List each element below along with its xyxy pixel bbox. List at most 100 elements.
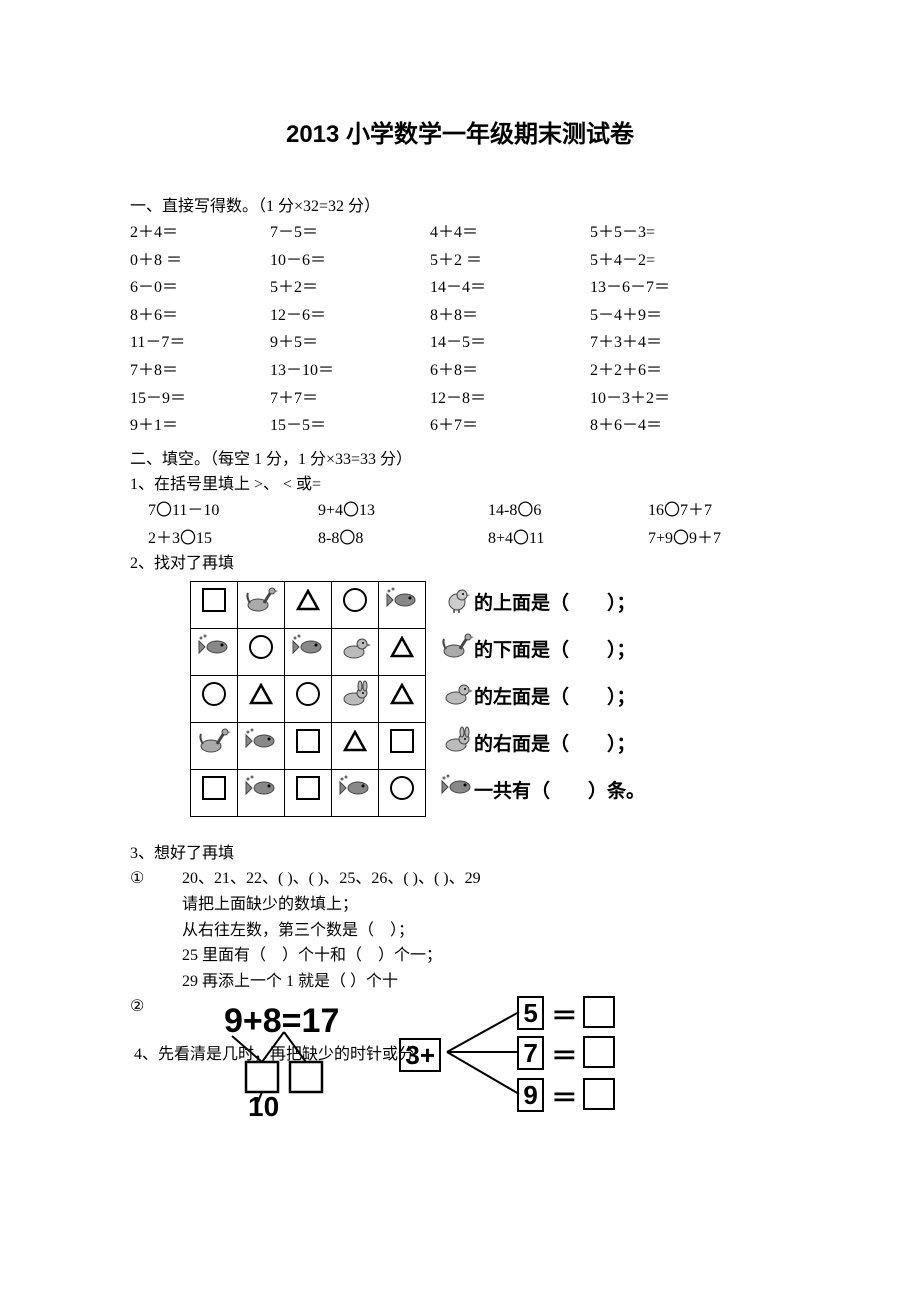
q2-statement: 的右面是（ ）； — [440, 722, 645, 769]
compare-grid: 7〇11－109+4〇1314-8〇616〇7＋72＋3〇158-8〇88+4〇… — [148, 498, 790, 551]
arith-cell: 6－0＝ — [130, 275, 270, 301]
grid-cell-square — [191, 581, 238, 628]
arith-cell: 5＋2＝ — [270, 275, 430, 301]
grid-cell-fish — [379, 581, 426, 628]
fish-icon — [440, 772, 474, 812]
q2-statement: 的上面是（ ）； — [440, 581, 645, 628]
grid-cell-circle — [285, 675, 332, 722]
arith-cell: 14－4＝ — [430, 275, 590, 301]
section1-heading: 一、直接写得数。（1 分×32=32 分） — [130, 194, 790, 220]
q3-1-label: ① — [130, 866, 150, 892]
chick-icon — [440, 585, 474, 623]
arith-cell: 6＋7＝ — [430, 413, 590, 439]
arith-cell: 7＋7＝ — [270, 386, 430, 412]
arith-cell: 10－6＝ — [270, 248, 430, 274]
grid-cell-square — [379, 722, 426, 769]
arith-cell: 0＋8 ＝ — [130, 248, 270, 274]
q2-statement-text: 的上面是（ ）； — [474, 589, 636, 619]
grid-cell-fish — [238, 769, 285, 816]
q3-heading: 3、想好了再填 — [130, 841, 790, 867]
q2-statement: 一共有（ ）条。 — [440, 769, 645, 816]
arith-cell: 13－6－7＝ — [590, 275, 750, 301]
grid-cell-goose — [191, 722, 238, 769]
grid-cell-triangle — [332, 722, 379, 769]
compare-cell: 16〇7＋7 — [648, 498, 808, 524]
grid-cell-circle — [238, 628, 285, 675]
compare-cell: 8+4〇11 — [488, 526, 648, 552]
grid-cell-square — [285, 722, 332, 769]
arith-cell: 10－3＋2＝ — [590, 386, 750, 412]
grid-cell-rabbit — [332, 675, 379, 722]
arith-cell: 8＋6＝ — [130, 303, 270, 329]
q3-1-line: 从右往左数，第三个数是（ ）； — [182, 918, 481, 944]
rabbit-icon — [440, 725, 474, 765]
grid-cell-square — [191, 769, 238, 816]
shape-grid-table — [190, 581, 426, 817]
compare-cell: 14-8〇6 — [488, 498, 648, 524]
q2-statements: 的上面是（ ）； 的下面是（ ）； 的左面是（ ）； 的右面是（ ）； 一共有（ ）条。 — [440, 581, 645, 816]
grid-cell-circle — [379, 769, 426, 816]
grid-cell-fish — [332, 769, 379, 816]
arith-cell: 4＋4＝ — [430, 220, 590, 246]
arith-cell: 12－6＝ — [270, 303, 430, 329]
arith-cell: 15－5＝ — [270, 413, 430, 439]
arith-cell: 5＋5－3= — [590, 220, 750, 246]
arith-cell: 12－8＝ — [430, 386, 590, 412]
q2-statement: 的下面是（ ）； — [440, 628, 645, 675]
duck-icon — [440, 678, 474, 718]
arith-cell: 8＋6－4＝ — [590, 413, 750, 439]
q3-1-line: 20、21、22、( )、( )、25、26、( )、( )、29 — [182, 866, 481, 892]
arith-cell: 2＋2＋6＝ — [590, 358, 750, 384]
page-title: 2013 小学数学一年级期末测试卷 — [130, 116, 790, 154]
arith-cell: 13－10＝ — [270, 358, 430, 384]
grid-cell-fish — [191, 628, 238, 675]
compare-cell: 2＋3〇15 — [148, 526, 318, 552]
arith-cell: 5－4＋9＝ — [590, 303, 750, 329]
compare-cell: 8-8〇8 — [318, 526, 488, 552]
grid-cell-triangle — [379, 628, 426, 675]
q3-1-line: 29 再添上一个 1 就是（ ）个十 — [182, 969, 481, 995]
arith-cell: 15－9＝ — [130, 386, 270, 412]
grid-cell-circle — [332, 581, 379, 628]
compare-cell: 7〇11－10 — [148, 498, 318, 524]
q2-statement-text: 的下面是（ ）； — [474, 636, 636, 666]
decomp-base: 10 — [248, 1091, 279, 1122]
arith-cell: 9＋5＝ — [270, 330, 430, 356]
q2-statement-text: 一共有（ ）条。 — [474, 777, 645, 807]
grid-cell-triangle — [285, 581, 332, 628]
arith-cell: 14－5＝ — [430, 330, 590, 356]
grid-cell-duck — [332, 628, 379, 675]
q3-2-label: ② — [130, 994, 150, 1020]
arith-cell: 2＋4＝ — [130, 220, 270, 246]
arith-cell: 11－7＝ — [130, 330, 270, 356]
arith-cell: 7＋3＋4＝ — [590, 330, 750, 356]
q3-1-line: 请把上面缺少的数填上； — [182, 892, 481, 918]
grid-cell-triangle — [379, 675, 426, 722]
arith-cell: 7＋8＝ — [130, 358, 270, 384]
q2-heading: 2、找对了再填 — [130, 551, 790, 577]
arith-cell: 9＋1＝ — [130, 413, 270, 439]
compare-cell: 7+9〇9＋7 — [648, 526, 808, 552]
grid-cell-fish — [238, 722, 285, 769]
arith-cell: 5＋4－2= — [590, 248, 750, 274]
section2-heading: 二、填空。（每空 1 分，1 分×33=33 分） — [130, 447, 790, 473]
q1-heading: 1、在括号里填上 >、 < 或= — [130, 472, 790, 498]
grid-cell-square — [285, 769, 332, 816]
q3-1-line: 25 里面有（ ）个十和（ ）个一； — [182, 943, 481, 969]
q2-statement-text: 的右面是（ ）； — [474, 730, 636, 760]
arithmetic-grid: 2＋4＝7－5＝4＋4＝5＋5－3= 0＋8 ＝10－6＝5＋2 ＝5＋4－2= 6… — [130, 220, 790, 439]
arith-cell: 8＋8＝ — [430, 303, 590, 329]
goose-icon — [440, 631, 474, 671]
branching-diagram: 3+ 5 ＝ 7 ＝ 9 ＝ — [399, 994, 639, 1124]
q2-statement: 的左面是（ ）； — [440, 675, 645, 722]
arith-cell: 7－5＝ — [270, 220, 430, 246]
grid-cell-triangle — [238, 675, 285, 722]
arith-cell: 6＋8＝ — [430, 358, 590, 384]
grid-cell-circle — [191, 675, 238, 722]
grid-cell-goose — [238, 581, 285, 628]
q3-1-lines: 20、21、22、( )、( )、25、26、( )、( )、29请把上面缺少的… — [154, 866, 481, 994]
compare-cell: 9+4〇13 — [318, 498, 488, 524]
grid-cell-fish — [285, 628, 332, 675]
arith-cell: 5＋2 ＝ — [430, 248, 590, 274]
q2-statement-text: 的左面是（ ）； — [474, 683, 636, 713]
